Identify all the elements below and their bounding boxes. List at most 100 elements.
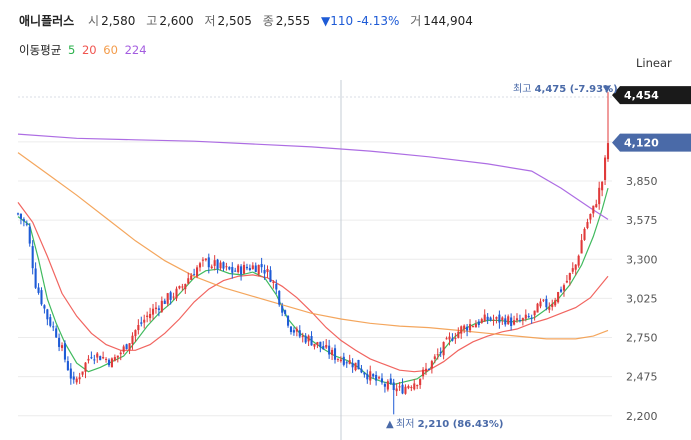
candle-body bbox=[357, 359, 360, 370]
candle-body bbox=[322, 346, 325, 350]
volume-label: 거 bbox=[410, 14, 422, 28]
candle-body bbox=[19, 213, 22, 219]
candle-body bbox=[386, 381, 389, 390]
open-label: 시 bbox=[88, 14, 100, 28]
candle-body bbox=[319, 341, 322, 348]
candle-body bbox=[58, 337, 61, 347]
ma60-legend: 60 bbox=[103, 43, 118, 57]
candle-body bbox=[413, 383, 416, 390]
candle-body bbox=[134, 330, 137, 337]
candle-body bbox=[495, 317, 498, 319]
candle-body bbox=[72, 376, 75, 380]
candle-body bbox=[310, 336, 313, 346]
candle-body bbox=[557, 292, 560, 303]
grid-lines bbox=[18, 141, 612, 417]
candle-body bbox=[151, 308, 155, 315]
candle-body bbox=[63, 343, 67, 360]
candle-body bbox=[292, 330, 295, 333]
candle-body bbox=[175, 288, 178, 299]
close-label: 종 bbox=[262, 14, 274, 28]
low-value: 2,505 bbox=[217, 14, 252, 28]
y-tick-label: 3,575 bbox=[626, 214, 658, 227]
candle-body bbox=[234, 270, 237, 272]
candle-body bbox=[439, 352, 442, 354]
candle-body bbox=[228, 266, 231, 270]
candle-body bbox=[354, 362, 357, 371]
candle-body bbox=[257, 265, 260, 275]
candle-body bbox=[169, 292, 172, 300]
candle-body bbox=[116, 355, 119, 358]
low-annotation-value: 2,210 (86.43%) bbox=[418, 419, 504, 430]
candle-body bbox=[377, 377, 381, 379]
candle-body bbox=[275, 283, 278, 290]
ma20-line bbox=[17, 202, 609, 373]
candle-body bbox=[60, 345, 64, 348]
legend-label: 이동평균 bbox=[19, 43, 62, 57]
candle-body bbox=[281, 306, 284, 313]
candle-body bbox=[410, 387, 413, 389]
candle-body bbox=[231, 266, 234, 273]
candle-body bbox=[468, 324, 472, 331]
price-tag-label: 4,120 bbox=[624, 137, 659, 150]
candle-body bbox=[286, 315, 290, 326]
candle-body bbox=[137, 325, 140, 331]
candle-body bbox=[474, 323, 477, 328]
candle-body bbox=[551, 303, 554, 308]
candle-body bbox=[360, 368, 363, 373]
scale-type-toggle[interactable]: Linear bbox=[636, 56, 672, 70]
candle-body bbox=[160, 300, 163, 312]
candle-body bbox=[172, 296, 175, 298]
candle-body bbox=[395, 388, 398, 392]
candle-body bbox=[119, 352, 122, 355]
candle-body bbox=[40, 290, 43, 305]
candle-body bbox=[313, 343, 316, 347]
moving-average-legend: 이동평균 5 20 60 224 bbox=[19, 42, 150, 58]
candle-body bbox=[501, 317, 504, 321]
candle-body bbox=[574, 264, 577, 270]
candle-body bbox=[240, 266, 243, 275]
candle-body bbox=[146, 315, 149, 317]
candle-body bbox=[99, 356, 102, 361]
candle-body bbox=[242, 264, 246, 274]
candle-body bbox=[289, 326, 293, 332]
high-annotation: 최고 4,475 (-7.93%) bbox=[513, 83, 618, 95]
candle-body bbox=[507, 316, 510, 325]
candle-body bbox=[78, 377, 81, 380]
candle-body bbox=[457, 331, 460, 338]
candle-body bbox=[416, 385, 419, 387]
candle-body bbox=[545, 298, 548, 308]
candle-body bbox=[366, 374, 369, 380]
candle-body bbox=[52, 326, 55, 328]
candle-body bbox=[107, 359, 111, 366]
candle-body bbox=[336, 358, 340, 360]
candle-body bbox=[466, 326, 469, 331]
candle-body bbox=[140, 322, 143, 324]
close-value: 2,555 bbox=[275, 14, 311, 28]
low-marker-icon: ▲ bbox=[386, 419, 394, 430]
candle-body bbox=[571, 268, 574, 272]
candle-body bbox=[149, 314, 152, 319]
candle-body bbox=[554, 300, 557, 306]
price-tags: 4,454 4,120 bbox=[612, 86, 691, 152]
candle-body bbox=[128, 343, 131, 351]
candle-body bbox=[295, 328, 298, 332]
candle-body bbox=[245, 266, 249, 269]
candle-body bbox=[207, 257, 210, 268]
candle-body bbox=[463, 325, 466, 330]
candle-body bbox=[477, 321, 480, 325]
candle-body bbox=[154, 307, 158, 310]
ma60-line bbox=[17, 152, 609, 340]
candle-body bbox=[380, 378, 384, 383]
candle-body bbox=[125, 344, 128, 350]
candle-body bbox=[16, 213, 20, 215]
candle-body bbox=[204, 258, 207, 261]
candle-body bbox=[404, 386, 407, 394]
y-tick-label: 3,025 bbox=[626, 292, 658, 305]
candle-body bbox=[542, 299, 545, 301]
candle-body bbox=[583, 228, 586, 240]
open-value: 2,580 bbox=[101, 14, 136, 28]
candle-body bbox=[198, 263, 202, 268]
candle-body bbox=[213, 260, 216, 266]
candle-body bbox=[480, 319, 483, 323]
